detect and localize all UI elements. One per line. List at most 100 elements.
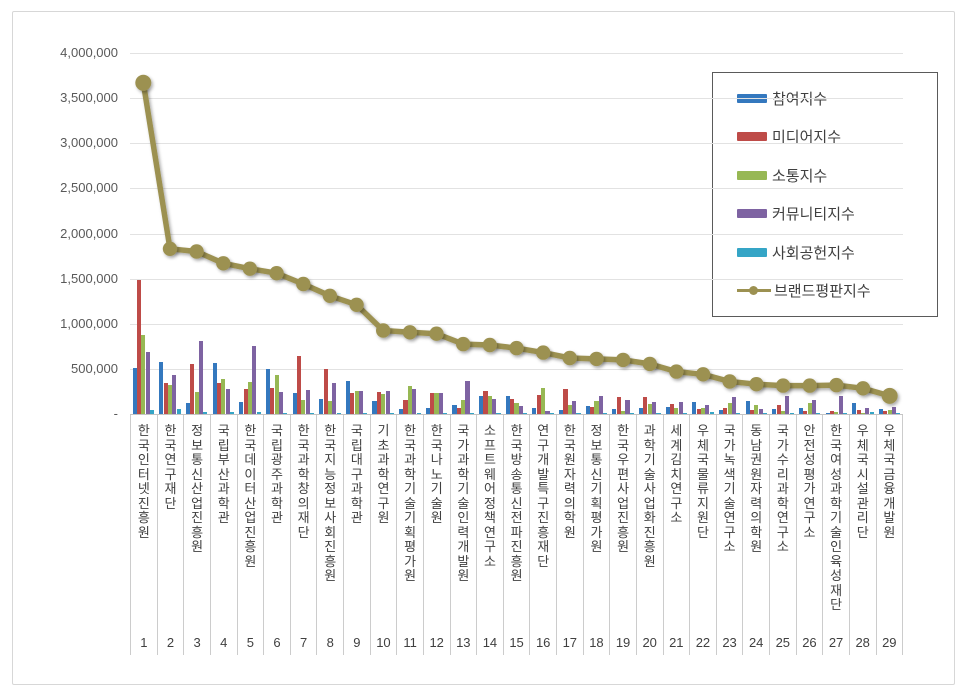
category-column-5: 한국데이터산업진흥원 5 bbox=[238, 415, 265, 655]
category-number: 25 bbox=[775, 635, 791, 650]
bar-사회공헌지수-26 bbox=[816, 412, 821, 414]
bar-사회공헌지수-13 bbox=[469, 413, 474, 414]
bar-커뮤니티지수-27 bbox=[838, 396, 843, 414]
bar-참여지수-24 bbox=[745, 400, 750, 414]
bar-참여지수-12 bbox=[425, 408, 430, 414]
legend-line-marker-icon bbox=[737, 286, 771, 296]
brand-index-marker-26 bbox=[802, 378, 817, 393]
grid-line bbox=[130, 368, 903, 370]
bar-참여지수-18 bbox=[585, 406, 590, 414]
category-column-13: 국가과학기술인력개발원 13 bbox=[451, 415, 478, 655]
bar-미디어지수-6 bbox=[270, 387, 275, 414]
brand-index-marker-2 bbox=[162, 241, 178, 256]
bar-사회공헌지수-25 bbox=[789, 413, 794, 414]
bar-참여지수-19 bbox=[612, 409, 617, 414]
category-label: 우체국물류지원단 bbox=[696, 423, 709, 540]
bar-소통지수-26 bbox=[807, 403, 812, 414]
bar-소통지수-19 bbox=[621, 411, 626, 414]
bar-미디어지수-4 bbox=[216, 382, 221, 414]
bar-커뮤니티지수-15 bbox=[518, 406, 523, 414]
category-column-2: 한국연구재단 2 bbox=[158, 415, 185, 655]
bar-미디어지수-24 bbox=[749, 409, 755, 414]
category-label: 우체국시설관리단 bbox=[856, 423, 869, 540]
bar-미디어지수-29 bbox=[883, 411, 888, 414]
bar-미디어지수-11 bbox=[403, 400, 408, 414]
y-tick-label: 2,500,000 bbox=[60, 180, 118, 196]
legend-label: 미디어지수 bbox=[772, 129, 842, 147]
grid-line bbox=[130, 278, 903, 280]
bar-참여지수-5 bbox=[239, 401, 244, 414]
category-column-16: 연구개발특구진흥재단 16 bbox=[530, 415, 557, 655]
category-label: 소프트웨어정책연구소 bbox=[483, 423, 496, 569]
bar-미디어지수-27 bbox=[829, 410, 835, 414]
bar-사회공헌지수-7 bbox=[309, 413, 314, 414]
bar-사회공헌지수-5 bbox=[256, 412, 261, 414]
bar-소통지수-12 bbox=[434, 392, 439, 414]
bar-미디어지수-10 bbox=[376, 392, 381, 414]
y-tick-label: 3,000,000 bbox=[60, 135, 118, 151]
bar-커뮤니티지수-14 bbox=[492, 399, 497, 414]
bar-참여지수-10 bbox=[372, 400, 377, 414]
category-column-18: 정보통신기획평가원 18 bbox=[584, 415, 611, 655]
bar-미디어지수-1 bbox=[136, 280, 142, 414]
brand-index-marker-5 bbox=[242, 261, 258, 276]
bar-소통지수-8 bbox=[327, 400, 332, 414]
category-label: 한국원자력의학원 bbox=[563, 423, 576, 540]
category-number: 3 bbox=[193, 635, 201, 650]
brand-index-marker-20 bbox=[642, 356, 657, 372]
category-number: 14 bbox=[482, 635, 498, 650]
category-column-28: 우체국시설관리단 28 bbox=[850, 415, 877, 655]
category-label: 정보통신기획평가원 bbox=[590, 423, 603, 554]
bar-미디어지수-18 bbox=[590, 406, 595, 414]
bar-참여지수-7 bbox=[292, 392, 297, 414]
bar-미디어지수-19 bbox=[616, 396, 621, 414]
brand-index-marker-15 bbox=[509, 340, 524, 356]
bar-사회공헌지수-17 bbox=[576, 413, 581, 414]
bar-소통지수-15 bbox=[514, 403, 519, 414]
category-number: 17 bbox=[562, 635, 578, 650]
bar-커뮤니티지수-25 bbox=[785, 396, 790, 414]
category-label: 국가과학기술인력개발원 bbox=[457, 423, 470, 583]
category-label: 기초과학연구원 bbox=[377, 423, 390, 525]
bar-커뮤니티지수-17 bbox=[572, 400, 577, 414]
bar-커뮤니티지수-16 bbox=[545, 410, 550, 414]
category-column-19: 한국우편사업진흥원 19 bbox=[610, 415, 637, 655]
category-number: 5 bbox=[246, 635, 254, 650]
category-column-24: 동남권원자력의학원 24 bbox=[743, 415, 770, 655]
bar-커뮤니티지수-10 bbox=[385, 391, 390, 414]
bar-소통지수-4 bbox=[221, 379, 226, 414]
y-tick-label: 1,000,000 bbox=[60, 315, 118, 331]
bar-사회공헌지수-4 bbox=[229, 412, 235, 414]
brand-index-marker-6 bbox=[269, 266, 284, 281]
bar-커뮤니티지수-24 bbox=[758, 408, 763, 414]
brand-index-marker-10 bbox=[376, 323, 391, 338]
category-column-4: 국립부산과학관 4 bbox=[211, 415, 238, 655]
brand-index-line-layer bbox=[135, 74, 898, 404]
bar-미디어지수-15 bbox=[510, 399, 515, 414]
bar-커뮤니티지수-23 bbox=[732, 397, 737, 414]
bar-참여지수-27 bbox=[825, 412, 830, 414]
bar-소통지수-16 bbox=[541, 387, 546, 414]
bar-소통지수-9 bbox=[354, 390, 359, 414]
bar-사회공헌지수-12 bbox=[443, 413, 448, 414]
bar-사회공헌지수-1 bbox=[149, 410, 155, 414]
bar-참여지수-14 bbox=[479, 396, 484, 414]
x-axis-label-area: 한국인터넷진흥원 1 한국연구재단 2 정보통신산업진흥원 3 국립부산과학관 4 한국데이터산… bbox=[130, 414, 904, 655]
category-label: 우체국금융개발원 bbox=[883, 423, 896, 540]
bar-참여지수-21 bbox=[665, 406, 670, 414]
bar-커뮤니티지수-5 bbox=[252, 345, 257, 414]
legend-entry-커뮤니티지수: 커뮤니티지수 bbox=[713, 203, 937, 224]
bar-참여지수-16 bbox=[532, 407, 537, 414]
bar-사회공헌지수-21 bbox=[683, 413, 688, 414]
brand-index-marker-8 bbox=[322, 288, 338, 303]
bar-소통지수-18 bbox=[594, 400, 599, 414]
legend-label: 브랜드평판지수 bbox=[774, 283, 871, 301]
legend-swatch-icon bbox=[737, 209, 767, 219]
category-column-25: 국가수리과학연구소 25 bbox=[770, 415, 797, 655]
bar-소통지수-21 bbox=[674, 408, 679, 414]
category-column-20: 과학기술사업화진흥원 20 bbox=[637, 415, 664, 655]
bar-미디어지수-9 bbox=[350, 393, 355, 414]
category-column-10: 기초과학연구원 10 bbox=[371, 415, 398, 655]
bar-사회공헌지수-9 bbox=[363, 412, 368, 414]
bar-사회공헌지수-22 bbox=[709, 411, 714, 414]
